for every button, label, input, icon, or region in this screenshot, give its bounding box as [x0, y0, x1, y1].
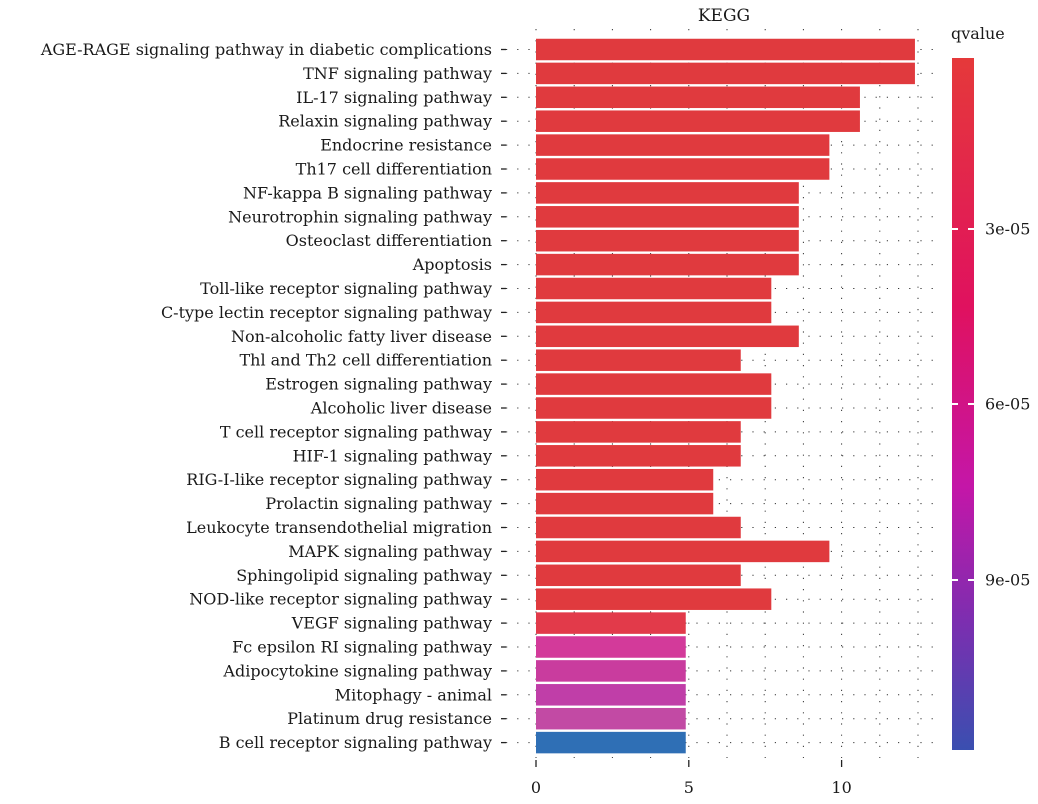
- category-label: Leukocyte transendothelial migration: [186, 518, 492, 537]
- bars-group: [536, 38, 915, 754]
- legend-colorbar: [952, 58, 974, 750]
- category-label: HIF-1 signaling pathway: [293, 446, 492, 465]
- bar: [536, 110, 860, 132]
- bar: [536, 612, 686, 634]
- category-label: Alcoholic liver disease: [310, 399, 492, 418]
- category-label: Platinum drug resistance: [287, 709, 492, 728]
- category-label: NF-kappa B signaling pathway: [243, 183, 492, 202]
- category-label: Th17 cell differentiation: [296, 160, 492, 179]
- legend-title: qvalue: [951, 24, 1005, 43]
- bar: [536, 468, 714, 491]
- bar: [536, 731, 686, 754]
- bar: [536, 588, 772, 610]
- category-label: C-type lectin receptor signaling pathway: [161, 303, 492, 322]
- category-label: T cell receptor signaling pathway: [220, 422, 492, 441]
- bar: [536, 253, 799, 276]
- qvalue-legend: qvalue 3e-05 6e-05 9e-05: [951, 24, 1030, 750]
- bar: [536, 301, 772, 324]
- category-label: Sphingolipid signaling pathway: [236, 566, 492, 585]
- category-label: Non-alcoholic fatty liver disease: [231, 327, 492, 346]
- bar: [536, 684, 686, 706]
- bar: [536, 636, 686, 658]
- bar: [536, 349, 741, 371]
- category-label: Thl and Th2 cell differentiation: [239, 351, 492, 370]
- bar: [536, 421, 741, 443]
- legend-ticks: 3e-05 6e-05 9e-05: [952, 220, 1030, 590]
- bar: [536, 445, 741, 467]
- bar: [536, 277, 772, 300]
- category-labels: AGE-RAGE signaling pathway in diabetic c…: [40, 40, 506, 752]
- bar: [536, 660, 686, 682]
- category-label: Endocrine resistance: [320, 136, 492, 155]
- legend-tick-label: 6e-05: [985, 395, 1030, 414]
- category-label: Adipocytokine signaling pathway: [222, 661, 492, 680]
- bar: [536, 229, 799, 252]
- bar: [536, 516, 741, 539]
- category-label: RIG-I-like receptor signaling pathway: [186, 470, 492, 489]
- bar: [536, 134, 830, 156]
- bar: [536, 373, 772, 395]
- x-axis: 0 5 10: [531, 760, 852, 797]
- category-label: Neurotrophin signaling pathway: [228, 207, 492, 226]
- category-label: NOD-like receptor signaling pathway: [189, 590, 492, 609]
- legend-tick-label: 9e-05: [985, 571, 1030, 590]
- bar: [536, 397, 772, 419]
- bar: [536, 325, 799, 348]
- x-tick-label: 10: [831, 778, 851, 797]
- category-label: TNF signaling pathway: [303, 64, 492, 83]
- bar: [536, 158, 830, 180]
- x-tick-label: 5: [684, 778, 694, 797]
- bar: [536, 86, 860, 109]
- bar: [536, 206, 799, 228]
- x-tick-label: 0: [531, 778, 541, 797]
- category-label: AGE-RAGE signaling pathway in diabetic c…: [40, 40, 492, 59]
- category-label: Prolactin signaling pathway: [265, 494, 492, 513]
- bar: [536, 564, 741, 587]
- category-label: VEGF signaling pathway: [291, 614, 492, 633]
- bar: [536, 38, 915, 61]
- bar: [536, 62, 915, 85]
- category-label: Relaxin signaling pathway: [278, 112, 492, 131]
- category-label: Osteoclast differentiation: [286, 231, 492, 250]
- category-label: IL-17 signaling pathway: [296, 88, 492, 107]
- legend-tick-label: 3e-05: [985, 220, 1030, 239]
- category-label: Estrogen signaling pathway: [265, 375, 492, 394]
- bar: [536, 182, 799, 204]
- chart-title: KEGG: [698, 6, 750, 26]
- category-label: Fc epsilon RI signaling pathway: [232, 638, 492, 657]
- bar: [536, 492, 714, 515]
- category-label: Mitophagy - animal: [335, 685, 492, 704]
- category-label: Toll-like receptor signaling pathway: [200, 279, 492, 298]
- category-label: B cell receptor signaling pathway: [219, 733, 492, 752]
- category-label: MAPK signaling pathway: [288, 542, 492, 561]
- bar: [536, 540, 830, 563]
- bar: [536, 707, 686, 730]
- category-label: Apoptosis: [412, 255, 492, 274]
